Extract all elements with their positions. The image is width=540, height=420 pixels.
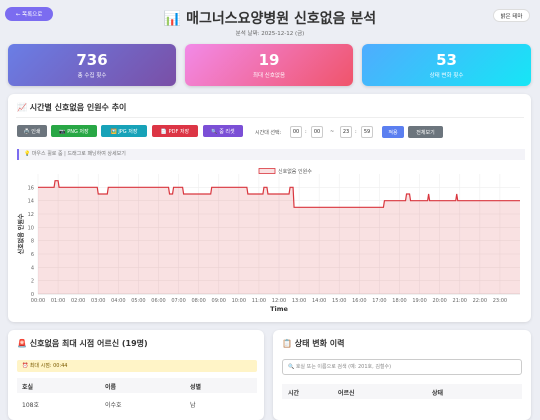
show-all-button[interactable]: 전체보기	[408, 126, 443, 138]
x-tick-label: 08:00	[191, 298, 205, 304]
y-tick-label: 2	[31, 279, 34, 285]
table-header	[17, 378, 257, 393]
column-header: 호실	[22, 384, 34, 391]
x-tick-label: 21:00	[453, 298, 467, 304]
range-input[interactable]: 59	[361, 126, 373, 138]
line	[38, 180, 520, 208]
x-tick-label: 15:00	[332, 298, 346, 304]
hint-bar: 💡 마우스 휠로 줌 | 드래그로 패닝하여 상세보기	[17, 149, 525, 160]
x-tick-label: 23:00	[493, 298, 507, 304]
x-tick-label: 11:00	[252, 298, 266, 304]
legend-label: 신호없음 인원수	[278, 168, 312, 175]
y-axis-title: 신호없음 인원수	[17, 213, 25, 254]
chart: 0 2 4 6 8 10 12 14 16 00:00 01:00 02:00 03:00 04:00 05…	[17, 168, 520, 313]
back-button[interactable]: ← 목록으로	[5, 7, 53, 21]
column-header: 시간	[288, 390, 300, 397]
separator: :	[355, 129, 357, 135]
legend-swatch	[258, 168, 276, 174]
stat-card: 736 총 수집 횟수	[8, 44, 176, 86]
max-heading: 🚨 신호없음 최대 시점 어르신 (19명)	[17, 339, 148, 348]
x-tick-label: 22:00	[473, 298, 487, 304]
page-title: 📊 매그너스요양병원 신호없음 분석	[163, 11, 377, 27]
stat-card: 19 최대 신호없음	[185, 44, 353, 86]
y-tick-label: 0	[31, 292, 34, 298]
x-tick-label: 10:00	[232, 298, 246, 304]
x-tick-label: 18:00	[392, 298, 406, 304]
page: ← 목록으로 📊 매그너스요양병원 신호없음 분석 분석 날짜: 2025-12…	[5, 7, 531, 420]
x-tick-label: 00:00	[31, 298, 45, 304]
x-tick-label: 09:00	[212, 298, 226, 304]
theme-button[interactable]: 밝은 테마	[493, 9, 530, 22]
stat-label: 최대 신호없음	[252, 73, 286, 79]
history-heading: 📋 상태 변화 이력	[282, 339, 345, 348]
x-tick-label: 17:00	[372, 298, 386, 304]
y-tick-label: 8	[31, 239, 34, 245]
column-header: 상태	[432, 390, 444, 397]
pdf-button[interactable]: 📄 PDF 저장	[152, 125, 198, 137]
x-tick-label: 12:00	[272, 298, 286, 304]
y-tick-label: 14	[28, 199, 34, 205]
y-tick-label: 4	[31, 265, 34, 271]
column-header: 이름	[105, 384, 117, 391]
jpg-button[interactable]: 🖼️ JPG 저장	[101, 125, 147, 137]
table-header	[282, 384, 522, 399]
stat-card: 53 상태 변화 횟수	[362, 44, 531, 86]
range-input[interactable]: 00	[290, 126, 302, 138]
x-tick-label: 16:00	[352, 298, 366, 304]
png-button[interactable]: 📷 PNG 저장	[51, 125, 97, 137]
stat-value: 19	[258, 51, 280, 69]
stat-label: 상태 변화 횟수	[429, 73, 464, 79]
apply-button[interactable]: 적용	[382, 126, 404, 138]
divider	[16, 117, 524, 118]
y-tick-label: 16	[28, 185, 34, 191]
range-input[interactable]: 23	[340, 126, 352, 138]
y-tick-label: 10	[28, 225, 34, 231]
x-tick-label: 14:00	[312, 298, 326, 304]
stat-value: 53	[436, 51, 457, 69]
chart-heading: 📈 시간별 신호없음 인원수 추이	[17, 103, 127, 112]
range-input[interactable]: 00	[311, 126, 323, 138]
x-axis-title: Time	[270, 305, 288, 313]
column-header: 성별	[190, 384, 202, 391]
x-tick-label: 13:00	[292, 298, 306, 304]
separator: ~	[330, 129, 335, 135]
stat-value: 736	[76, 51, 108, 69]
stat-label: 총 수집 횟수	[77, 73, 107, 79]
x-tick-label: 20:00	[432, 298, 446, 304]
x-tick-label: 03:00	[91, 298, 105, 304]
zoom-reset-button[interactable]: 🔍 줌 리셋	[203, 125, 243, 137]
column-header: 어르신	[338, 390, 355, 397]
x-tick-label: 02:00	[71, 298, 85, 304]
separator: :	[305, 129, 307, 135]
x-tick-label: 01:00	[51, 298, 65, 304]
search-input[interactable]: 🔍 호실 또는 이름으로 검색 (예: 201호, 김철수)	[282, 359, 522, 375]
x-tick-label: 19:00	[412, 298, 426, 304]
y-tick-label: 6	[31, 252, 34, 258]
y-tick-label: 12	[28, 212, 34, 218]
x-tick-label: 05:00	[131, 298, 145, 304]
x-tick-label: 04:00	[111, 298, 125, 304]
x-tick-label: 06:00	[151, 298, 165, 304]
analysis-date: 분석 날짜: 2025-12-12 (금)	[235, 31, 305, 37]
range-label: 시간대 선택:	[255, 130, 282, 136]
area	[38, 180, 520, 294]
max-time: ⏰ 최대 시점: 00:44	[17, 360, 257, 372]
print-button[interactable]: 🖨️ 인쇄	[17, 125, 47, 137]
x-tick-label: 07:00	[171, 298, 185, 304]
